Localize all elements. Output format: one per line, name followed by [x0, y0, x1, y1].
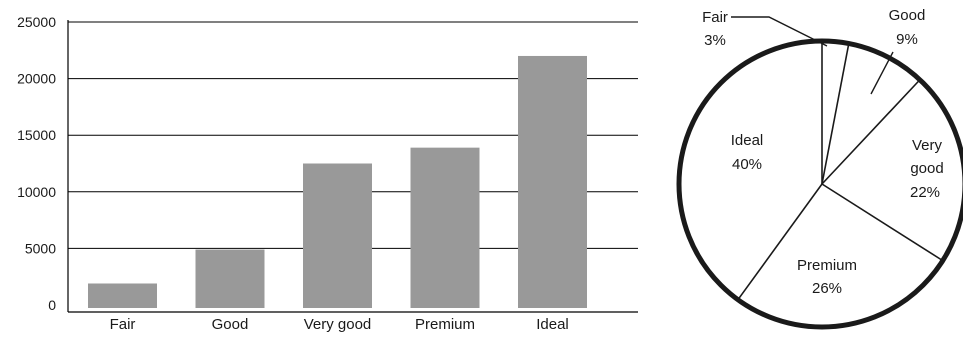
x-tick-label: Fair [110, 316, 136, 333]
y-tick-label: 0 [48, 297, 56, 313]
pie-percent: 3% [704, 32, 726, 49]
y-tick-label: 15000 [17, 127, 56, 143]
pie-slice-edge-good [821, 43, 850, 185]
pie-percent: 22% [910, 184, 940, 201]
y-tick-label: 25000 [17, 14, 56, 30]
pie-slice-edge-very-good [821, 79, 921, 185]
pie-percent: 26% [812, 280, 842, 297]
good-leader-line [870, 51, 894, 95]
pie-label-line: good [910, 160, 943, 177]
pie-label: Premium [797, 257, 857, 274]
pie-label-line: Very [912, 137, 943, 154]
y-tick-label: 20000 [17, 71, 56, 87]
pie-chart: Fair 3% Good 9% Very good 22% Premium 26% Ideal 40… [676, 7, 963, 330]
pie-percent: 9% [896, 31, 918, 48]
x-tick-label: Very good [304, 316, 372, 333]
bar-chart: 0 5000 10000 15000 20000 25000 Fair Good Very go… [17, 14, 638, 333]
x-tick-label: Ideal [536, 316, 569, 333]
bar-premium [410, 147, 480, 308]
y-tick-label: 5000 [25, 240, 56, 256]
pie-label: Very good [910, 137, 943, 177]
pie-percent: 40% [732, 156, 762, 173]
x-tick-label: Premium [415, 316, 475, 333]
x-tick-label: Good [212, 316, 249, 333]
bar-very-good [303, 163, 372, 308]
bar-good [195, 249, 265, 308]
pie-slice-edge-ideal [737, 183, 823, 301]
pie-label: Good [889, 7, 926, 24]
pie-label: Fair [702, 9, 728, 26]
fair-leader-line [731, 16, 828, 47]
bar-fair [88, 283, 157, 308]
y-tick-label: 10000 [17, 184, 56, 200]
pie-slice-edge-premium [821, 183, 944, 262]
pie-label: Ideal [731, 132, 764, 149]
bar-ideal [518, 55, 587, 309]
